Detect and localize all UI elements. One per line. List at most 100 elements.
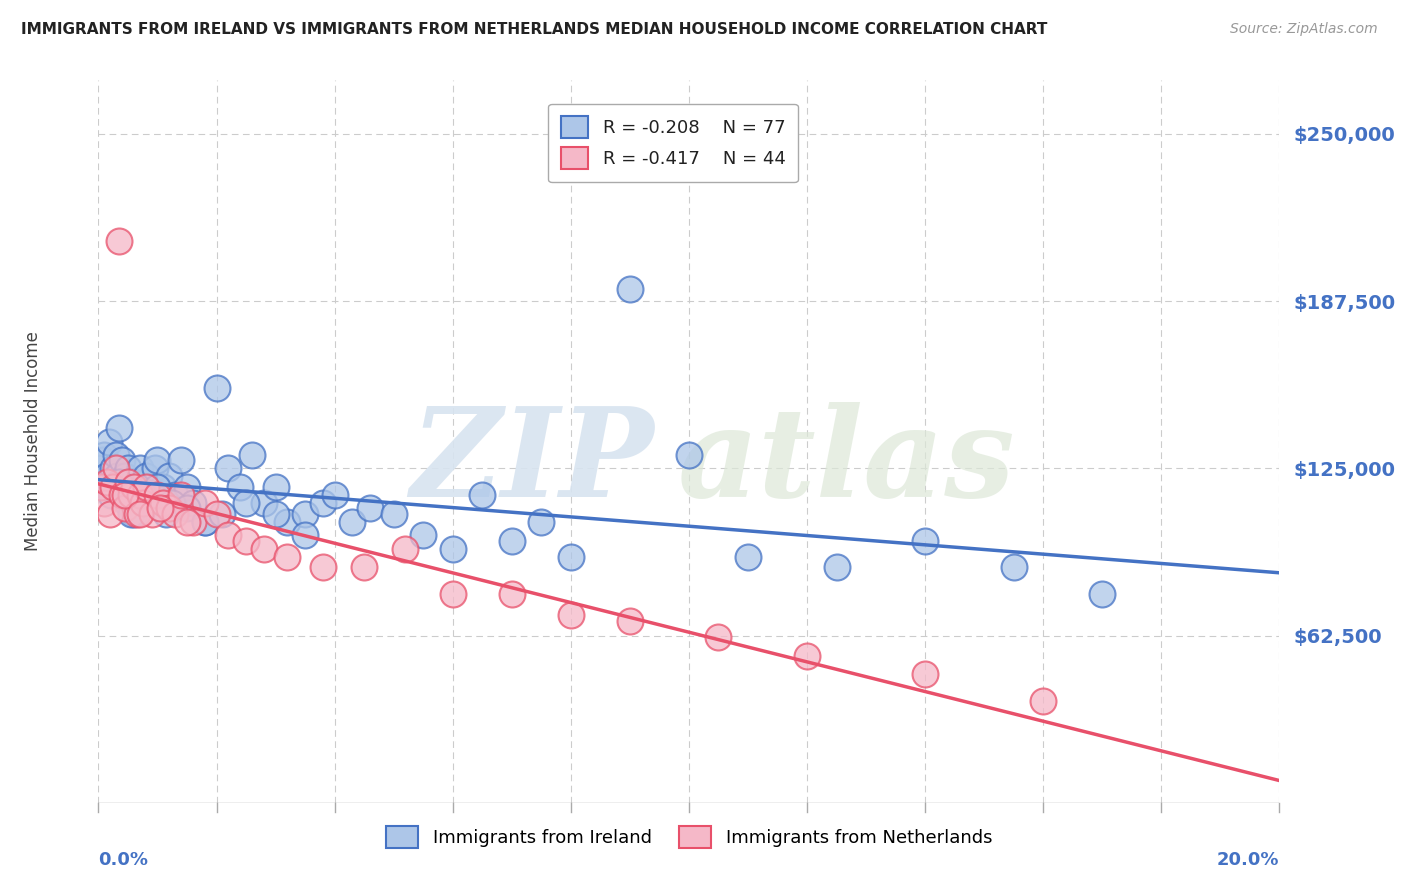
Point xyxy=(146,453,169,467)
Point xyxy=(312,560,335,574)
Point xyxy=(217,528,239,542)
Point xyxy=(120,488,142,502)
Point xyxy=(108,421,131,435)
Point xyxy=(125,507,148,521)
Text: ZIP: ZIP xyxy=(409,402,654,524)
Point xyxy=(138,480,160,494)
Point xyxy=(176,480,198,494)
Point xyxy=(914,533,936,548)
Point xyxy=(98,434,121,449)
Point xyxy=(125,480,148,494)
Point xyxy=(914,667,936,681)
Point xyxy=(112,488,135,502)
Point xyxy=(141,496,163,510)
Point xyxy=(90,461,112,475)
Point xyxy=(157,469,180,483)
Point xyxy=(152,496,174,510)
Point xyxy=(120,488,142,502)
Point xyxy=(115,496,138,510)
Point xyxy=(152,480,174,494)
Point xyxy=(146,480,169,494)
Point xyxy=(294,507,316,521)
Point xyxy=(165,488,187,502)
Point xyxy=(229,480,252,494)
Point xyxy=(253,496,276,510)
Point xyxy=(382,507,405,521)
Point xyxy=(412,528,434,542)
Point xyxy=(737,549,759,564)
Point xyxy=(96,475,118,489)
Point xyxy=(122,480,145,494)
Point xyxy=(707,630,730,644)
Point xyxy=(176,501,198,516)
Point xyxy=(118,480,141,494)
Point xyxy=(312,496,335,510)
Point xyxy=(105,469,128,483)
Point xyxy=(135,469,157,483)
Point xyxy=(90,480,112,494)
Point xyxy=(342,515,364,529)
Point xyxy=(394,541,416,556)
Point xyxy=(132,488,155,502)
Point xyxy=(181,496,204,510)
Point xyxy=(276,549,298,564)
Point xyxy=(235,533,257,548)
Point xyxy=(132,488,155,502)
Point xyxy=(111,488,134,502)
Point xyxy=(104,480,127,494)
Text: 20.0%: 20.0% xyxy=(1218,851,1279,869)
Point xyxy=(1002,560,1025,574)
Point xyxy=(825,560,848,574)
Point xyxy=(359,501,381,516)
Point xyxy=(143,461,166,475)
Point xyxy=(264,507,287,521)
Point xyxy=(323,488,346,502)
Point xyxy=(110,480,132,494)
Point xyxy=(253,541,276,556)
Point xyxy=(93,448,115,462)
Point xyxy=(117,475,139,489)
Point xyxy=(205,507,228,521)
Point xyxy=(103,480,125,494)
Point xyxy=(98,475,121,489)
Point xyxy=(170,453,193,467)
Point xyxy=(128,488,150,502)
Point xyxy=(1032,694,1054,708)
Point xyxy=(132,496,155,510)
Point xyxy=(141,507,163,521)
Point xyxy=(93,496,115,510)
Point xyxy=(100,488,122,502)
Point xyxy=(501,587,523,601)
Point xyxy=(441,541,464,556)
Point xyxy=(211,507,233,521)
Point xyxy=(194,515,217,529)
Text: Source: ZipAtlas.com: Source: ZipAtlas.com xyxy=(1230,22,1378,37)
Point xyxy=(149,501,172,516)
Point xyxy=(560,549,582,564)
Point xyxy=(105,461,128,475)
Point xyxy=(353,560,375,574)
Point xyxy=(96,480,118,494)
Point xyxy=(111,453,134,467)
Point xyxy=(108,475,131,489)
Point xyxy=(471,488,494,502)
Point xyxy=(94,469,117,483)
Point xyxy=(205,381,228,395)
Point xyxy=(157,501,180,516)
Point xyxy=(217,461,239,475)
Point xyxy=(1091,587,1114,601)
Text: Median Household Income: Median Household Income xyxy=(24,332,42,551)
Point xyxy=(181,515,204,529)
Point xyxy=(678,448,700,462)
Point xyxy=(441,587,464,601)
Point xyxy=(121,475,143,489)
Point xyxy=(108,234,131,248)
Point xyxy=(162,496,183,510)
Point xyxy=(128,507,150,521)
Point xyxy=(176,515,198,529)
Text: atlas: atlas xyxy=(678,402,1015,524)
Point xyxy=(105,448,128,462)
Point xyxy=(276,515,298,529)
Text: IMMIGRANTS FROM IRELAND VS IMMIGRANTS FROM NETHERLANDS MEDIAN HOUSEHOLD INCOME C: IMMIGRANTS FROM IRELAND VS IMMIGRANTS FR… xyxy=(21,22,1047,37)
Point xyxy=(235,496,257,510)
